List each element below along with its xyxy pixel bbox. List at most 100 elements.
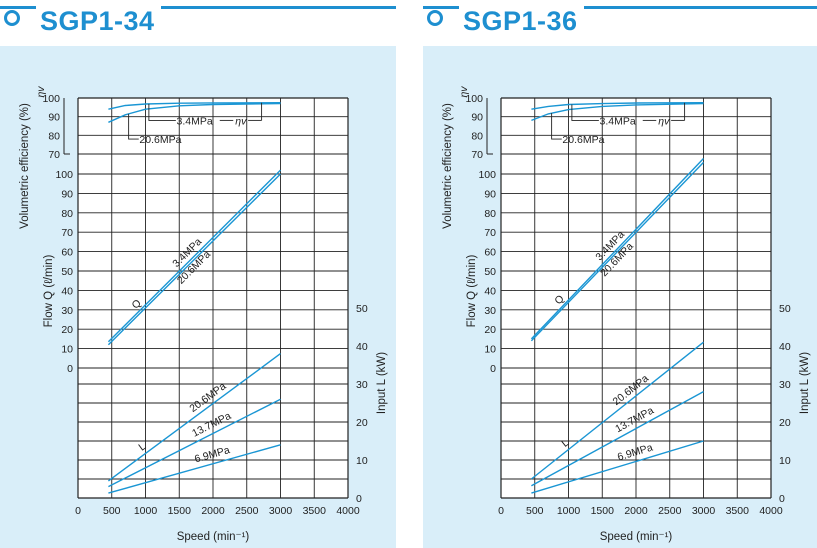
x-tick-label: 1000	[557, 505, 581, 517]
efficiency-tick-label: 80	[48, 130, 60, 142]
efficiency-series-line	[108, 102, 281, 110]
header-ring-icon	[427, 10, 443, 26]
series-label: 3.4MPa	[600, 115, 636, 127]
x-tick-label: 500	[103, 505, 121, 517]
power-curve-label: L	[136, 440, 148, 453]
x-tick-label: 1500	[168, 505, 192, 517]
efficiency-tick-label: 90	[471, 112, 483, 124]
flow-axis-title: Flow Q (ℓ/min)	[466, 254, 478, 327]
x-tick-label: 0	[75, 505, 81, 517]
flow-tick-label: 100	[55, 169, 73, 181]
power-tick-label: 10	[779, 455, 791, 467]
series-label: 20.6MPa	[562, 134, 604, 146]
power-series-line	[530, 341, 704, 480]
x-tick-label: 3000	[269, 505, 293, 517]
power-tick-label: 40	[356, 341, 368, 353]
efficiency-tick-label: 70	[48, 149, 60, 161]
efficiency-series-line	[531, 102, 704, 110]
x-axis-title: Speed (min⁻¹)	[600, 531, 673, 543]
power-series-line	[108, 444, 281, 494]
chart-panel-sgp1-34: SGP1-34 100 90 80 70 100 90 80 70 60 50 40 30 20 10 0 5…	[0, 0, 396, 548]
efficiency-curve-label: ηv	[235, 115, 247, 127]
x-tick-label: 2500	[235, 505, 259, 517]
flow-series-line	[107, 169, 281, 343]
efficiency-series-line	[531, 102, 704, 122]
power-tick-label: 40	[779, 341, 791, 353]
leader-line	[551, 113, 562, 140]
flow-tick-label: 40	[61, 285, 73, 297]
efficiency-tick-label: 100	[42, 93, 60, 105]
x-tick-label: 0	[498, 505, 504, 517]
leader-line	[571, 104, 599, 121]
efficiency-curve-label: ηv	[658, 115, 670, 127]
flow-tick-label: 10	[61, 344, 73, 356]
power-tick-label: 10	[356, 455, 368, 467]
header-rule	[423, 6, 817, 9]
flow-tick-label: 20	[61, 324, 73, 336]
flow-tick-label: 90	[61, 188, 73, 200]
x-tick-label: 1000	[134, 505, 158, 517]
flow-tick-label: 60	[61, 247, 73, 259]
flow-tick-label: 70	[61, 227, 73, 239]
power-axis-title: Input L (kW)	[799, 352, 811, 414]
x-tick-label: 3500	[303, 505, 327, 517]
x-tick-label: 4000	[759, 505, 783, 517]
efficiency-tick-label: 100	[465, 93, 483, 105]
leader-line	[128, 113, 139, 140]
header-rule	[0, 6, 396, 9]
efficiency-tick-label: 70	[471, 149, 483, 161]
x-tick-label: 2000	[624, 505, 648, 517]
flow-tick-label: 0	[67, 363, 73, 375]
power-tick-label: 50	[779, 303, 791, 315]
power-tick-label: 50	[356, 303, 368, 315]
flow-tick-label: 70	[484, 227, 496, 239]
flow-tick-label: 50	[484, 266, 496, 278]
efficiency-axis-title: Volumetric efficiency (%)	[19, 103, 31, 229]
efficiency-axis-symbol: ηv	[458, 86, 470, 98]
power-series-line	[107, 353, 281, 482]
flow-tick-label: 30	[61, 305, 73, 317]
header-ring-icon	[4, 10, 20, 26]
efficiency-series-line	[108, 102, 281, 123]
flow-tick-label: 10	[484, 344, 496, 356]
flow-tick-label: 80	[61, 208, 73, 220]
x-tick-label: 2000	[201, 505, 225, 517]
efficiency-axis-title: Volumetric efficiency (%)	[442, 103, 454, 229]
flow-tick-label: 0	[490, 363, 496, 375]
flow-series-line	[530, 158, 705, 340]
series-label: 3.4MPa	[177, 115, 213, 127]
x-axis-title: Speed (min⁻¹)	[177, 531, 250, 543]
power-tick-label: 0	[356, 493, 362, 505]
power-tick-label: 20	[356, 417, 368, 429]
power-series-line	[531, 390, 704, 487]
power-axis-title: Input L (kW)	[376, 352, 388, 414]
power-tick-label: 30	[356, 379, 368, 391]
chart-panel-sgp1-36: SGP1-36 100 90 80 70 100 90 80 70 60 50 40 30 20 10 0 5…	[423, 0, 817, 548]
flow-tick-label: 100	[478, 169, 496, 181]
power-tick-label: 0	[779, 493, 785, 505]
x-tick-label: 500	[526, 505, 544, 517]
x-tick-label: 1500	[591, 505, 615, 517]
flow-tick-label: 60	[484, 247, 496, 259]
performance-chart: 1009080701009080706050403020100504030201…	[19, 86, 388, 543]
x-tick-label: 3500	[726, 505, 750, 517]
efficiency-tick-label: 80	[471, 130, 483, 142]
chart-title: SGP1-34	[36, 4, 161, 38]
power-series-line	[531, 440, 704, 494]
chart-title: SGP1-36	[459, 4, 584, 38]
power-tick-label: 30	[779, 379, 791, 391]
flow-tick-label: 50	[61, 266, 73, 278]
power-tick-label: 20	[779, 417, 791, 429]
x-tick-label: 3000	[692, 505, 716, 517]
flow-tick-label: 40	[484, 285, 496, 297]
flow-tick-label: 30	[484, 305, 496, 317]
x-tick-label: 4000	[336, 505, 360, 517]
series-label: 20.6MPa	[139, 134, 181, 146]
flow-tick-label: 20	[484, 324, 496, 336]
flow-series-line	[530, 161, 705, 342]
x-tick-label: 2500	[658, 505, 682, 517]
flow-series-line	[107, 173, 281, 346]
leader-line	[148, 103, 176, 121]
flow-axis-title: Flow Q (ℓ/min)	[43, 254, 55, 327]
flow-tick-label: 90	[484, 188, 496, 200]
